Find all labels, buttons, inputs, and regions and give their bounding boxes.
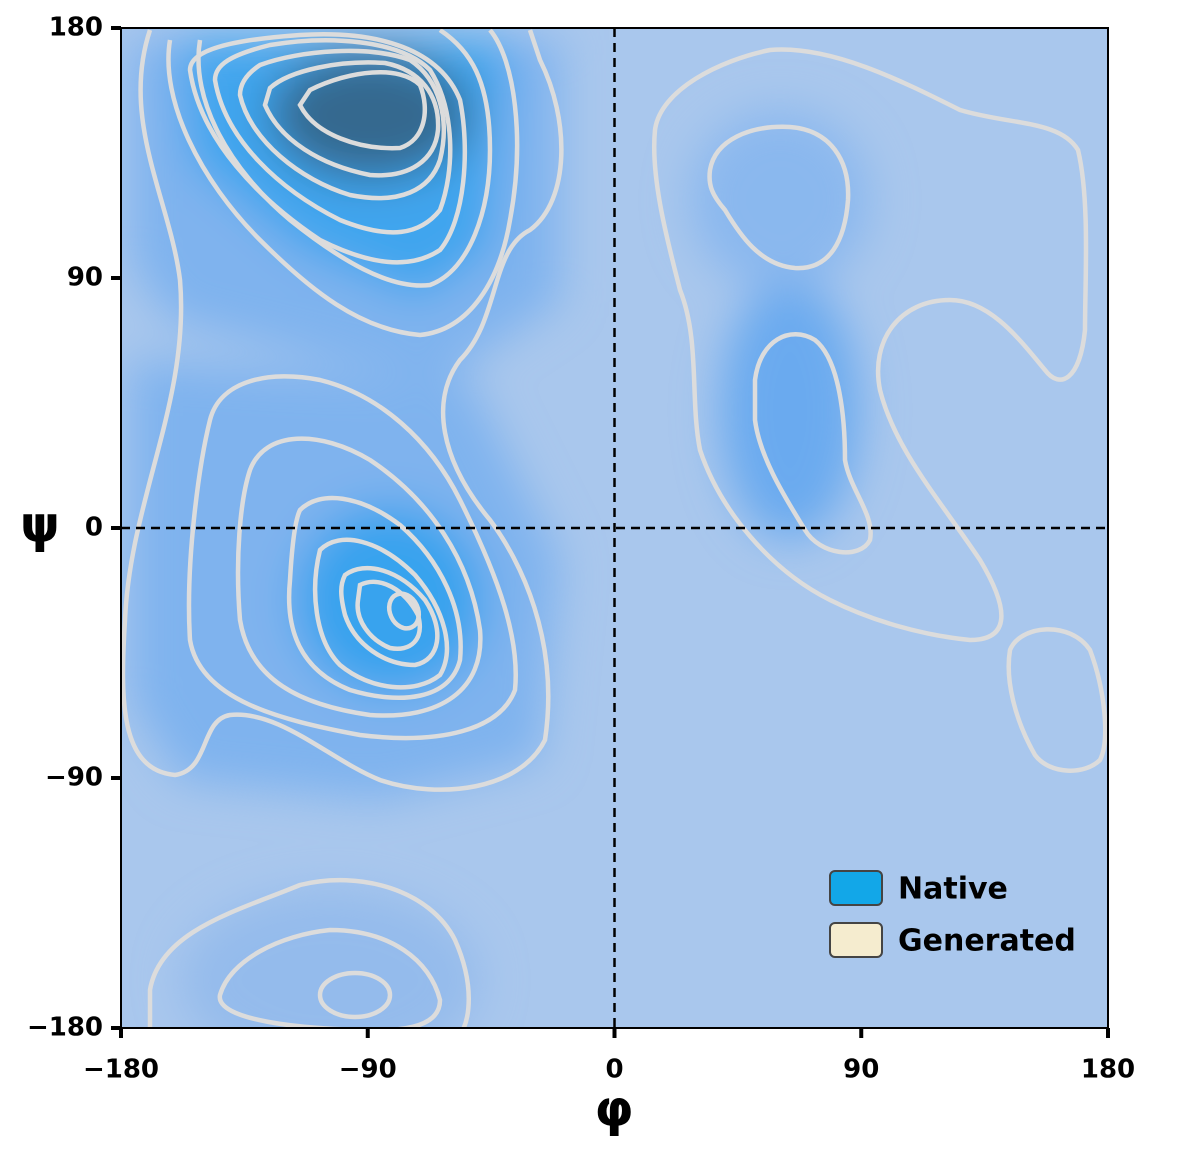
x-tick-label: 180 — [1081, 1055, 1135, 1085]
density-fill — [130, 40, 870, 1028]
legend-label: Generated — [898, 924, 1076, 959]
density-region — [690, 110, 870, 290]
y-tick-label: 0 — [85, 513, 103, 543]
density-region — [720, 280, 860, 540]
x-tick-label: −90 — [339, 1055, 397, 1085]
y-axis-label: ψ — [20, 496, 60, 554]
x-tick-label: 90 — [843, 1055, 879, 1085]
x-tick-label: −180 — [83, 1055, 159, 1085]
y-tick-label: 180 — [49, 13, 103, 43]
axes: −180 −90 0 90 180 −180 −90 0 90 180 Native Generate… — [27, 13, 1135, 1085]
contours — [121, 28, 1108, 1028]
x-axis-label: φ — [594, 1080, 633, 1138]
x-tick-label: 0 — [605, 1055, 623, 1085]
legend-swatch — [829, 922, 883, 958]
legend-swatch — [829, 870, 883, 906]
legend-label: Native — [898, 872, 1008, 907]
y-tick-label: −180 — [27, 1013, 103, 1043]
density — [121, 28, 1108, 1028]
density-region — [180, 890, 480, 1028]
y-tick-label: 90 — [67, 263, 103, 293]
y-tick-label: −90 — [45, 763, 103, 793]
